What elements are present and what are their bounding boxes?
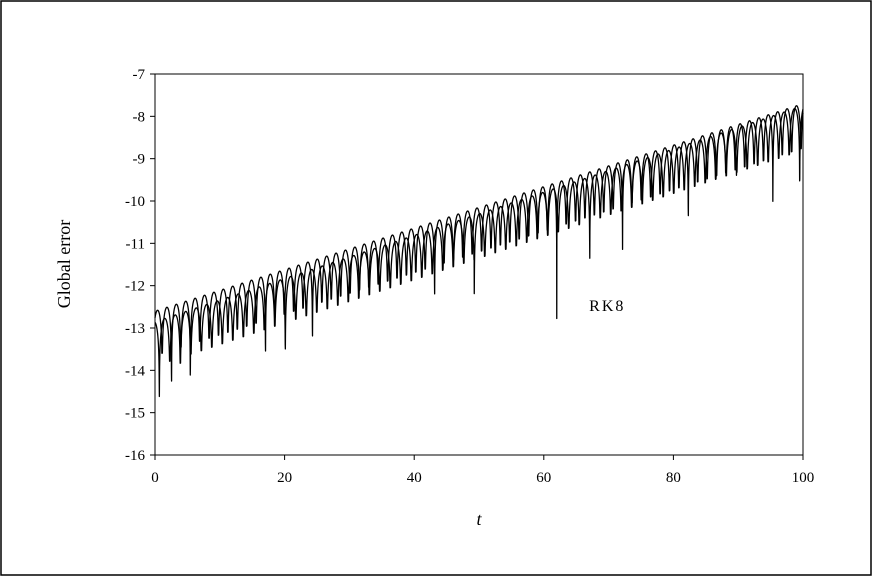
y-axis-title: Global error [54, 220, 74, 308]
x-tick-label: 0 [151, 470, 159, 486]
y-tick-label: -7 [133, 67, 146, 83]
y-tick-label: -11 [126, 236, 145, 252]
x-tick-label: 80 [666, 470, 681, 486]
y-tick-label: -10 [125, 194, 145, 210]
y-tick-label: -12 [125, 279, 145, 295]
series-line-1 [154, 105, 804, 382]
y-tick-label: -8 [133, 109, 146, 125]
series-line-2 [154, 107, 804, 398]
y-tick-label: -9 [133, 152, 146, 168]
y-tick-label: -13 [125, 321, 145, 337]
x-tick-label: 20 [277, 470, 292, 486]
axes-layer: -16 -15 -14 -13 -12 -11 -10 -9 -8 -7 0 20 40 60 80 100 [125, 67, 814, 486]
y-tick-label: -16 [125, 448, 145, 464]
plot-area-frame [154, 73, 804, 456]
y-tick-label: -14 [125, 363, 145, 379]
x-tick-label: 100 [792, 470, 815, 486]
series-layer [154, 105, 804, 398]
x-tick-label: 60 [536, 470, 551, 486]
series-annotation-rk8: RK8 [589, 298, 625, 315]
x-tick-label: 40 [407, 470, 422, 486]
x-axis-title: t [476, 509, 482, 529]
y-tick-label: -15 [125, 406, 145, 422]
